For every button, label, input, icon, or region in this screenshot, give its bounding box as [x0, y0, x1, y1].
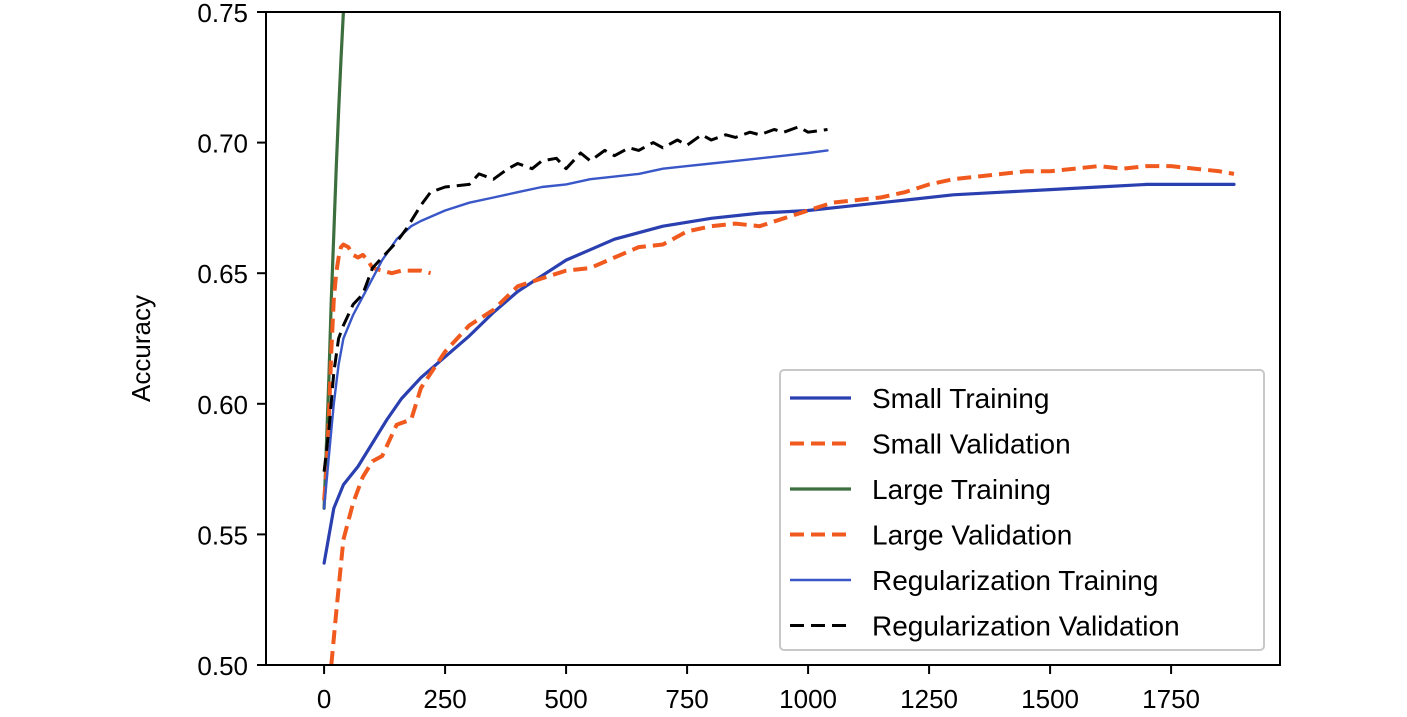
series-line-small-training — [322, 182, 1236, 565]
series-line-regularization-training — [322, 149, 829, 510]
series-line-small-validation — [329, 164, 1235, 665]
legend-label-small-training: Small Training — [872, 383, 1049, 414]
plot-frame — [265, 11, 1281, 666]
y-tick-label: 0.55 — [197, 520, 248, 550]
series-line-large-training — [322, 12, 345, 510]
y-axis: 0.50 0.55 0.60 0.65 0.70 0.75 — [197, 0, 266, 681]
x-tick-label: 1750 — [1142, 684, 1200, 714]
y-tick-label: 0.50 — [197, 651, 248, 681]
legend-label-large-training: Large Training — [872, 474, 1051, 505]
legend-label-large-validation: Large Validation — [872, 520, 1072, 551]
legend-label-small-validation: Small Validation — [872, 429, 1071, 460]
series-line-regularization-validation — [322, 125, 828, 472]
y-tick-label: 0.60 — [197, 390, 248, 420]
x-axis: 0 250 500 750 1000 1250 1500 1750 — [317, 665, 1200, 714]
plot-lines — [322, 12, 1236, 665]
y-tick-label: 0.70 — [197, 129, 248, 159]
x-tick-label: 1000 — [779, 684, 837, 714]
legend-label-regularization-validation: Regularization Validation — [872, 611, 1180, 642]
y-tick-label: 0.65 — [197, 259, 248, 289]
y-axis-label: Accuracy — [126, 295, 156, 402]
legend-label-regularization-training: Regularization Training — [872, 565, 1158, 596]
x-tick-label: 1500 — [1021, 684, 1079, 714]
y-tick-label: 0.75 — [197, 0, 248, 28]
legend-box — [779, 369, 1265, 651]
legend: Small Training Small Validation Large Trai… — [779, 369, 1265, 651]
x-tick-label: 750 — [665, 684, 708, 714]
series-line-large-validation — [322, 242, 432, 501]
x-tick-label: 0 — [317, 684, 331, 714]
x-tick-label: 500 — [544, 684, 587, 714]
x-tick-label: 250 — [423, 684, 466, 714]
x-tick-label: 1250 — [900, 684, 958, 714]
